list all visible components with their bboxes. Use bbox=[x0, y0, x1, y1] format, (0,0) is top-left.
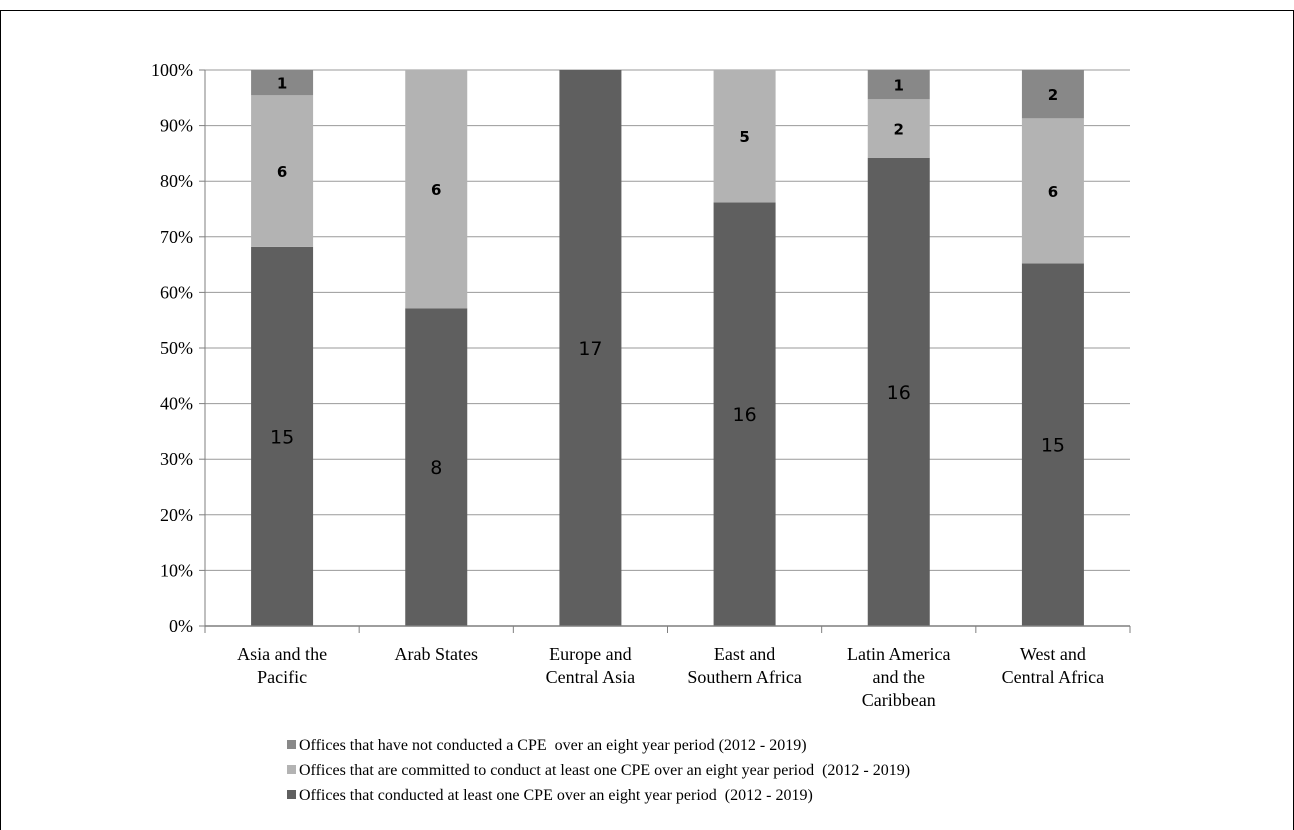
y-tick-label: 40% bbox=[160, 394, 193, 414]
y-tick-label: 0% bbox=[169, 616, 193, 636]
data-label: 17 bbox=[578, 338, 602, 360]
y-tick-label: 90% bbox=[160, 116, 193, 136]
bar-segment bbox=[1021, 263, 1084, 626]
category-label-line: Pacific bbox=[257, 667, 307, 687]
data-label: 15 bbox=[270, 426, 294, 448]
bar-segment bbox=[867, 157, 930, 626]
data-label: 8 bbox=[430, 457, 442, 479]
category-label-line: East and bbox=[714, 644, 775, 664]
bar-segment bbox=[559, 70, 622, 626]
category-label-line: Arab States bbox=[395, 644, 478, 664]
legend: Offices that have not conducted a CPE ov… bbox=[287, 737, 910, 804]
bar-segment bbox=[405, 70, 468, 309]
bars: 15 6 1 8 6 17 16 5 16 2 1 15 6 2 bbox=[251, 70, 1084, 626]
category-label: Arab States bbox=[395, 644, 478, 664]
data-label: 1 bbox=[894, 77, 904, 95]
legend-entry: Offices that conducted at least one CPE … bbox=[299, 787, 813, 804]
data-label: 1 bbox=[277, 75, 287, 93]
y-tick-label: 50% bbox=[160, 338, 193, 358]
bar-segment bbox=[251, 70, 314, 96]
category-label: West and Central Africa bbox=[1002, 644, 1104, 687]
category-label: Europe and Central Asia bbox=[546, 644, 635, 687]
category-label: East and Southern Africa bbox=[687, 644, 801, 687]
category-label-line: Central Africa bbox=[1002, 667, 1104, 687]
y-tick-label: 100% bbox=[151, 60, 193, 80]
legend-entry: Offices that are committed to conduct at… bbox=[299, 762, 910, 779]
bar-segment bbox=[867, 70, 930, 100]
bar-segment bbox=[251, 95, 314, 247]
gridlines bbox=[205, 69, 1130, 571]
legend-entry: Offices that have not conducted a CPE ov… bbox=[299, 737, 807, 754]
data-label: 6 bbox=[1048, 183, 1058, 201]
frame-border bbox=[0, 10, 1294, 830]
category-label-line: Central Asia bbox=[546, 667, 635, 687]
category-label-line: Asia and the bbox=[237, 644, 327, 664]
category-label-line: Europe and bbox=[549, 644, 631, 664]
data-label: 16 bbox=[732, 404, 756, 426]
bar-segment bbox=[713, 202, 776, 626]
y-tick-label: 20% bbox=[160, 505, 193, 525]
category-label-line: Southern Africa bbox=[687, 667, 801, 687]
y-tick-label: 60% bbox=[160, 282, 193, 302]
data-label: 2 bbox=[1048, 86, 1058, 104]
category-label: Asia and the Pacific bbox=[237, 644, 327, 687]
data-label: 6 bbox=[277, 163, 287, 181]
data-label: 5 bbox=[739, 128, 749, 146]
bar-segment bbox=[1021, 70, 1084, 119]
y-tick-label: 70% bbox=[160, 227, 193, 247]
category-label-line: West and bbox=[1020, 644, 1086, 664]
category-label: Latin America and the Caribbean bbox=[847, 644, 950, 710]
category-label-line: Latin America bbox=[847, 644, 950, 664]
data-label: 16 bbox=[887, 382, 911, 404]
bar-segment bbox=[713, 70, 776, 203]
data-label: 15 bbox=[1041, 435, 1065, 457]
legend-swatch bbox=[287, 740, 296, 749]
data-label: 6 bbox=[431, 181, 441, 199]
y-axis: 0% 10% 20% 30% 40% 50% 60% 70% 80% 90% 100% bbox=[151, 60, 206, 636]
bar-segment bbox=[1021, 118, 1084, 264]
legend-swatch bbox=[287, 790, 296, 799]
bar-segment bbox=[251, 246, 314, 626]
x-axis: Asia and the Pacific Arab States Europe and… bbox=[204, 625, 1131, 710]
y-tick-label: 10% bbox=[160, 560, 193, 580]
y-tick-label: 80% bbox=[160, 171, 193, 191]
category-label-line: Caribbean bbox=[862, 690, 936, 710]
category-label-line: and the bbox=[873, 667, 925, 687]
legend-swatch bbox=[287, 765, 296, 774]
bar-segment bbox=[867, 99, 930, 158]
data-label: 2 bbox=[894, 121, 904, 139]
y-tick-label: 30% bbox=[160, 449, 193, 469]
bar-segment bbox=[405, 308, 468, 626]
